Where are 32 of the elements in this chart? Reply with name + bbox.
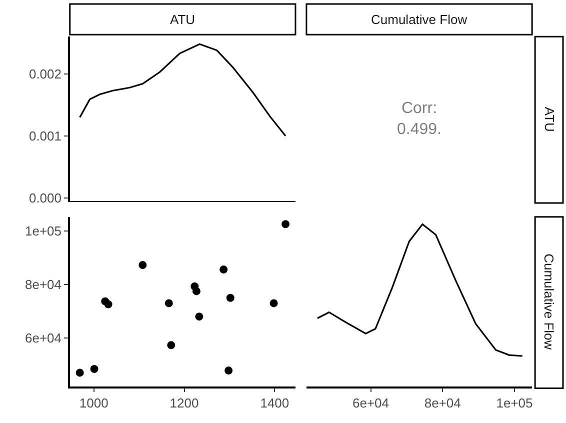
point [167, 341, 176, 350]
y-tick-label: 0.000 [28, 190, 62, 206]
x-tick-label: 1000 [79, 396, 108, 411]
point [138, 261, 147, 270]
y2-axis-title: Cumulative Flow [542, 254, 557, 350]
y-tick-label: 6e+04 [25, 330, 62, 346]
y-tick-label: 0.001 [28, 128, 62, 144]
point [104, 300, 112, 308]
point [226, 294, 234, 302]
y-tick-label: 1e+05 [25, 224, 62, 239]
text: Corr: [401, 100, 438, 117]
x-tick-label: 1200 [170, 396, 199, 411]
text: ATU [542, 106, 557, 132]
y-tick-label: 0.002 [28, 66, 62, 82]
point [220, 266, 228, 274]
text: Cumulative Flow [371, 12, 468, 27]
x-tick-label: 1e+05 [496, 396, 533, 411]
point [224, 366, 233, 375]
x-tick-label: 6e+04 [352, 396, 390, 411]
point [164, 299, 173, 308]
point [282, 220, 290, 228]
point [270, 299, 278, 308]
x-tick-label: 8e+04 [424, 396, 461, 411]
text: 0.499. [397, 120, 442, 138]
line-series [79, 43, 286, 137]
x-tick-label: 1400 [260, 396, 290, 411]
y-tick-label: 8e+04 [25, 277, 62, 292]
point [76, 368, 84, 377]
point [192, 287, 200, 296]
chart-title: ATU [170, 12, 196, 27]
point [195, 312, 204, 321]
point [90, 364, 98, 373]
